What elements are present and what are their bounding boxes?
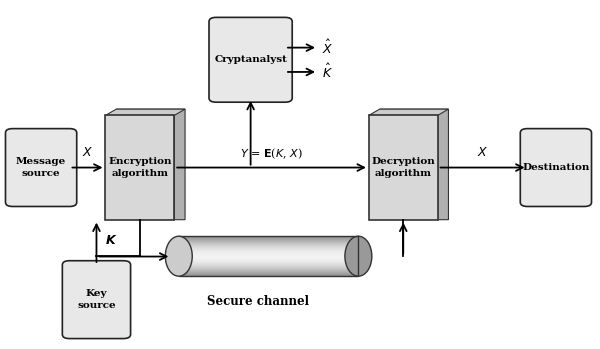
- FancyBboxPatch shape: [209, 17, 292, 102]
- Text: Message
source: Message source: [16, 157, 66, 178]
- Text: $\boldsymbol{K}$: $\boldsymbol{K}$: [106, 235, 118, 247]
- Text: $X$: $X$: [82, 146, 93, 159]
- Polygon shape: [369, 116, 437, 220]
- Ellipse shape: [166, 236, 192, 276]
- Polygon shape: [369, 109, 448, 116]
- Text: Decryption
algorithm: Decryption algorithm: [371, 157, 435, 178]
- Polygon shape: [116, 109, 185, 220]
- Polygon shape: [106, 116, 174, 220]
- FancyBboxPatch shape: [5, 129, 77, 207]
- Text: $X$: $X$: [477, 146, 488, 159]
- Text: $\hat{K}$: $\hat{K}$: [322, 63, 333, 81]
- Text: Key
source: Key source: [77, 289, 116, 310]
- Text: Encryption
algorithm: Encryption algorithm: [108, 157, 172, 178]
- Text: $\hat{X}$: $\hat{X}$: [322, 39, 334, 57]
- Text: Secure channel: Secure channel: [207, 295, 309, 308]
- Ellipse shape: [345, 236, 372, 276]
- Text: $Y$ = $\mathbf{E}$($K$, $X$): $Y$ = $\mathbf{E}$($K$, $X$): [240, 147, 303, 161]
- Bar: [179, 236, 358, 276]
- Text: Cryptanalyst: Cryptanalyst: [214, 55, 287, 64]
- Polygon shape: [380, 109, 448, 220]
- Polygon shape: [106, 109, 185, 116]
- FancyBboxPatch shape: [520, 129, 592, 207]
- Text: Destination: Destination: [522, 163, 590, 172]
- FancyBboxPatch shape: [62, 261, 131, 339]
